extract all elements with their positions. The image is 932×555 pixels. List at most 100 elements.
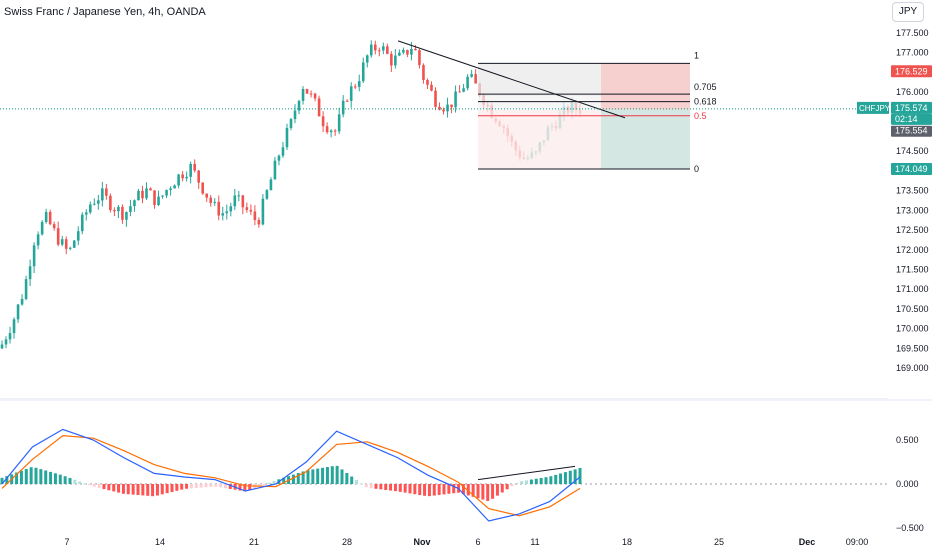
time-axis-label: 11	[530, 537, 539, 547]
candle-body	[466, 76, 469, 89]
candle-body	[153, 190, 156, 205]
macd-histogram-bar	[403, 484, 407, 493]
candle-body	[24, 279, 28, 299]
candle-body	[205, 193, 209, 198]
price-tick-label: 169.500	[896, 343, 929, 353]
candle-body	[402, 49, 405, 53]
macd-histogram-bar	[282, 477, 286, 484]
fib-level-05-label: 0.5	[694, 111, 707, 121]
macd-histogram-bar	[219, 484, 223, 488]
candle-body	[321, 116, 325, 127]
macd-histogram-bar	[165, 484, 169, 494]
entry-price-badge-bg	[891, 125, 932, 137]
price-tick-label: 169.000	[896, 363, 929, 373]
countdown-badge-bg	[891, 113, 932, 125]
time-axis-label: 14	[155, 537, 165, 547]
currency-selector[interactable]: JPY	[892, 2, 924, 22]
macd-histogram-bar	[107, 484, 111, 491]
macd-histogram-bar	[102, 484, 106, 490]
candle-body	[121, 206, 124, 220]
macd-histogram-bar	[345, 472, 349, 484]
candle-body	[273, 160, 277, 180]
candle-body	[169, 188, 172, 190]
candle-body	[157, 196, 160, 205]
candle-body	[32, 245, 36, 267]
macd-histogram-bar	[316, 468, 320, 484]
candle-body	[382, 46, 385, 51]
candle-body	[365, 55, 369, 63]
macd-histogram-bar	[68, 477, 72, 484]
candle-body	[390, 53, 393, 66]
candle-body	[410, 48, 413, 55]
price-tick-label: 172.000	[896, 245, 929, 255]
macd-histogram-bar	[5, 476, 9, 484]
macd-histogram-bar	[49, 471, 53, 484]
macd-histogram-bar	[141, 484, 145, 496]
candle-body	[357, 81, 361, 87]
macd-histogram-bar	[330, 466, 334, 484]
macd-histogram-bar	[0, 477, 4, 484]
macd-histogram-bar	[335, 465, 339, 484]
macd-histogram-bar	[214, 484, 218, 487]
macd-histogram-bar	[452, 484, 456, 494]
macd-histogram-bar	[423, 484, 427, 496]
macd-histogram-bar	[248, 484, 252, 490]
macd-histogram-bar	[476, 484, 480, 499]
candle-body	[76, 231, 80, 241]
candle-body	[418, 50, 421, 66]
candle-body	[209, 197, 213, 203]
candle-body	[369, 44, 373, 56]
fib-level-0618-label: 0.618	[694, 97, 717, 107]
candle-body	[113, 210, 116, 212]
candle-body	[233, 195, 237, 207]
candle-body	[0, 344, 4, 349]
stop-loss-zone	[601, 63, 690, 110]
macd-histogram-bar	[209, 484, 213, 487]
price-tick-label: 173.000	[896, 205, 929, 215]
macd-histogram-bar	[19, 470, 23, 484]
candle-body	[265, 190, 269, 199]
macd-histogram-bar	[136, 484, 140, 496]
candle-body	[185, 176, 188, 179]
macd-histogram-bar	[578, 467, 582, 484]
symbol-tag: CHFJPY	[859, 104, 891, 113]
candle-body	[301, 88, 305, 101]
macd-trendline	[477, 465, 576, 481]
macd-histogram-bar	[296, 473, 300, 484]
candle-body	[189, 163, 192, 177]
macd-histogram-bar	[160, 484, 164, 495]
macd-histogram-bar	[369, 484, 373, 489]
time-axis-label: 18	[622, 537, 632, 547]
candle-body	[201, 182, 204, 194]
candle-body	[406, 49, 409, 55]
candle-body	[217, 201, 221, 216]
candle-body	[325, 126, 329, 133]
macd-histogram-bar	[321, 467, 325, 484]
time-axis-label: 6	[475, 537, 480, 547]
candle-body	[309, 93, 313, 95]
macd-histogram-bar	[491, 484, 495, 499]
candle-body	[450, 104, 453, 108]
macd-histogram-bar	[311, 469, 315, 484]
macd-histogram-bar	[97, 484, 101, 488]
macd-histogram-bar	[379, 484, 383, 490]
macd-histogram-bar	[447, 484, 451, 494]
take-profit-zone	[601, 109, 690, 170]
macd-histogram-bar	[500, 484, 504, 493]
macd-histogram-bar	[257, 484, 261, 487]
candle-body	[289, 119, 293, 128]
candle-body	[161, 195, 164, 197]
candle-body	[474, 74, 477, 84]
candle-body	[269, 179, 273, 191]
price-tick-label: 177.000	[896, 48, 929, 58]
time-axis-label: 28	[342, 537, 352, 547]
price-tick-label: 174.500	[896, 146, 929, 156]
time-axis-label: Dec	[799, 537, 816, 547]
candle-body	[89, 204, 92, 213]
candle-body	[101, 188, 104, 201]
macd-histogram-bar	[180, 484, 184, 490]
macd-histogram-bar	[39, 469, 43, 484]
candle-body	[341, 100, 345, 115]
